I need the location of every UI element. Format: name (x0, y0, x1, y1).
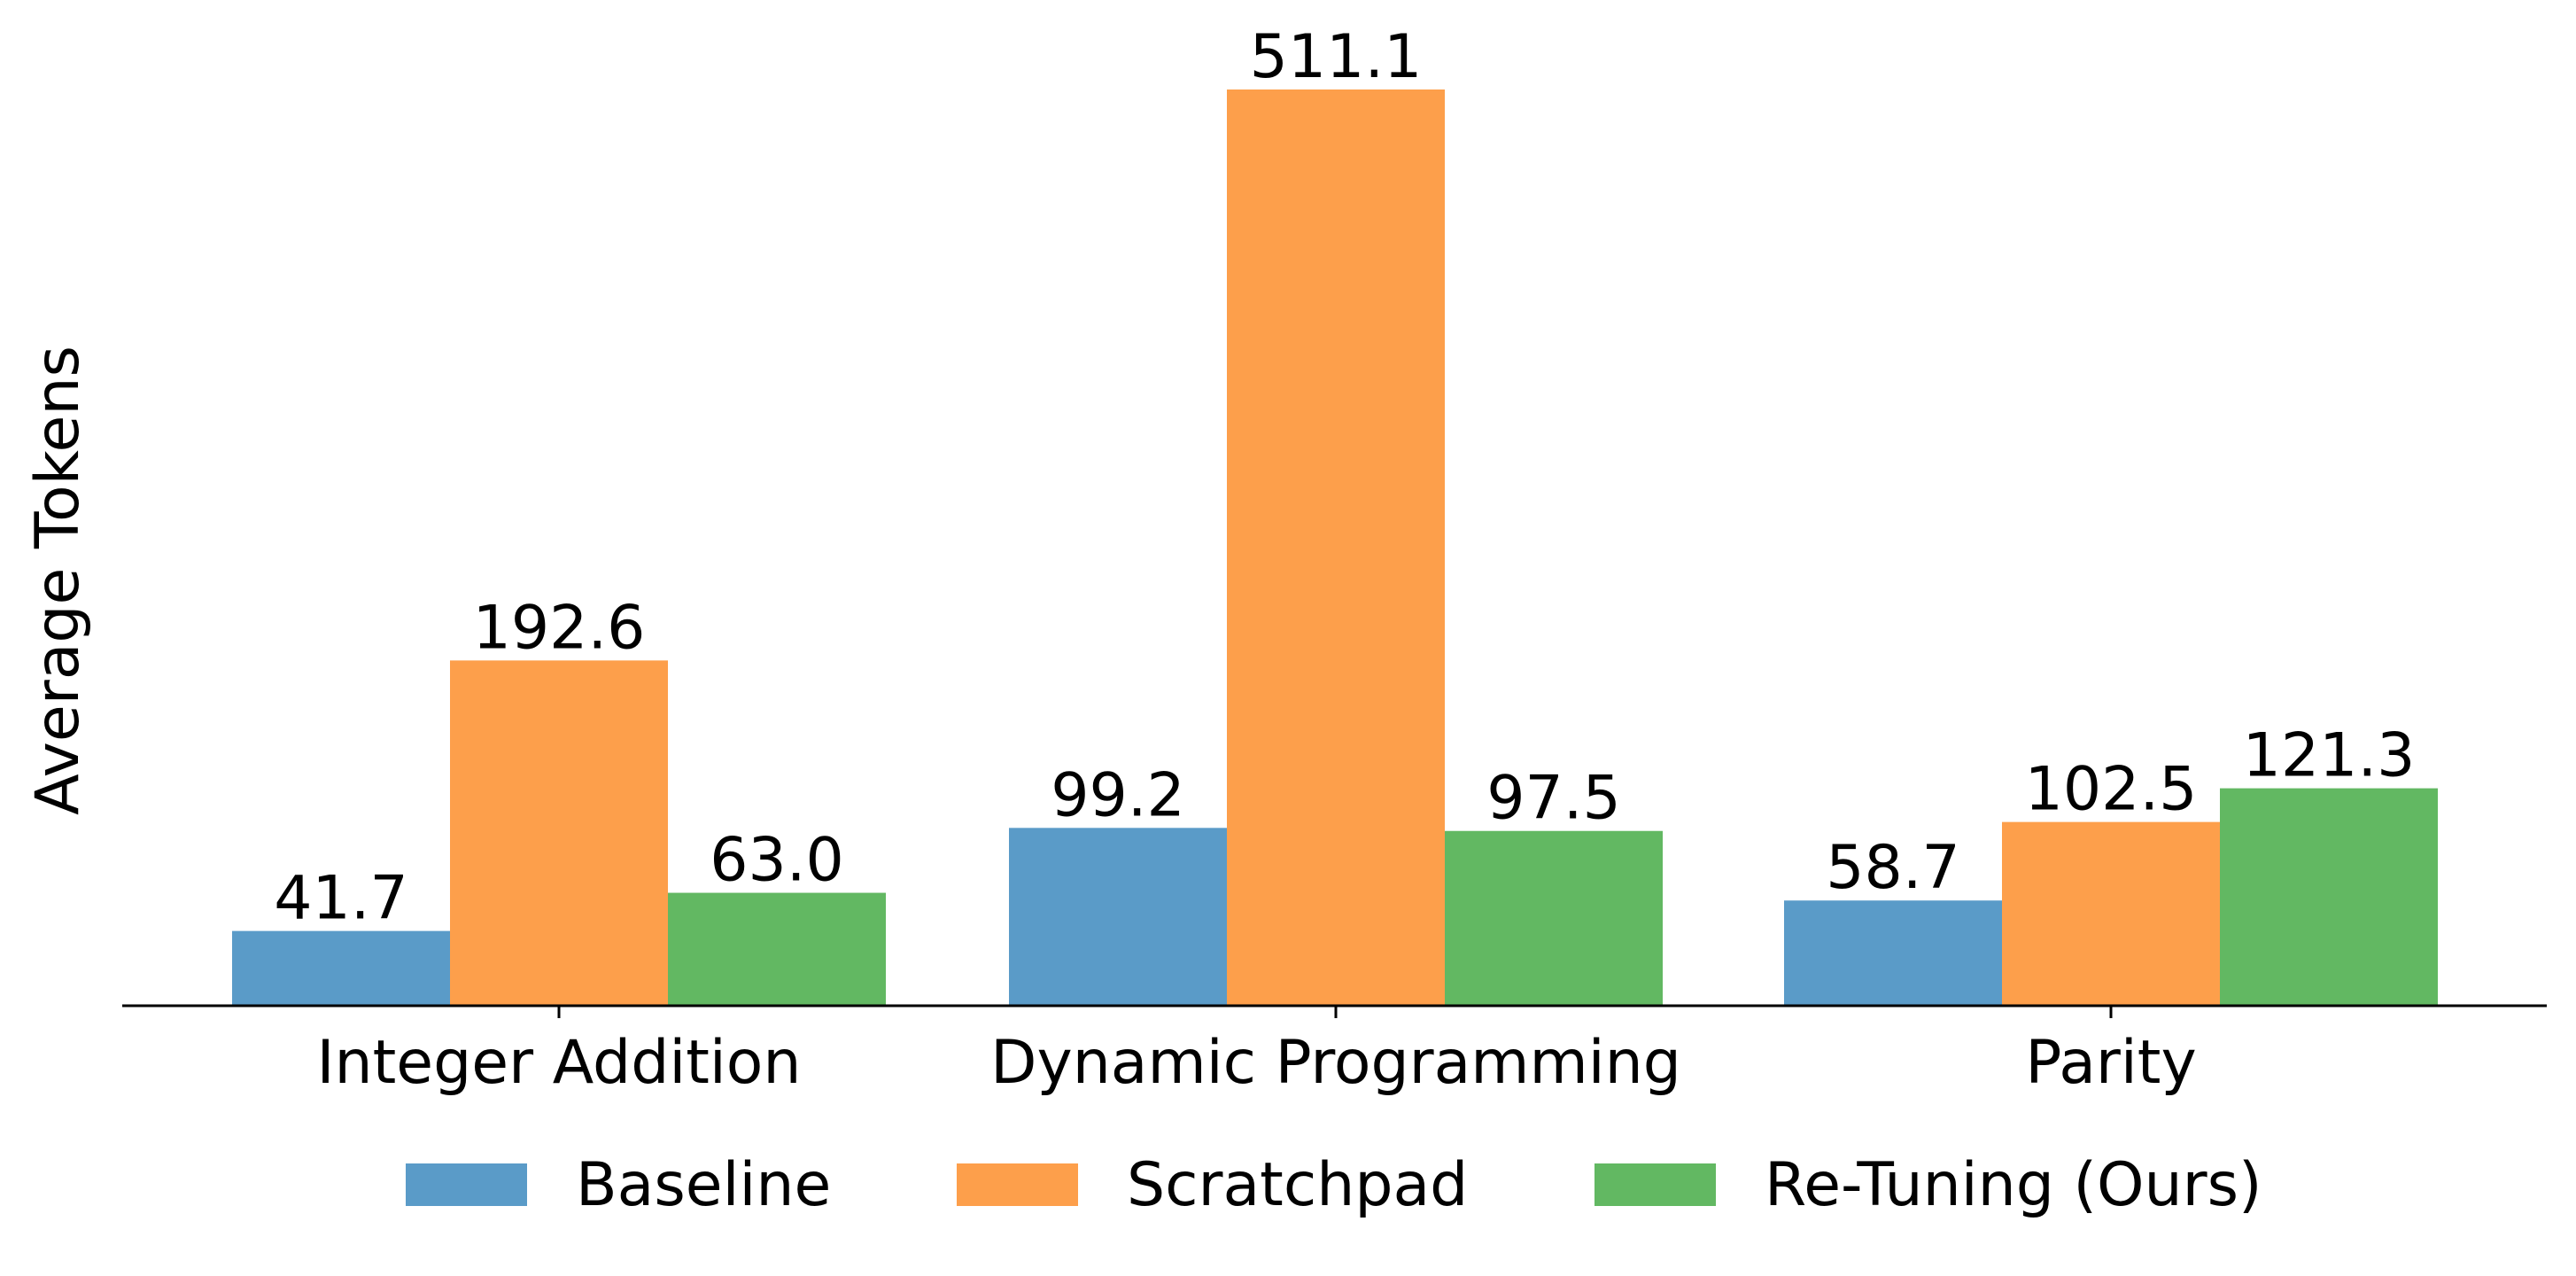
bar-scratchpad-integer-addition (450, 660, 668, 1006)
legend-item: Baseline (406, 1150, 831, 1220)
legend-label: Scratchpad (1127, 1150, 1468, 1220)
x-tick-label: Parity (2025, 1028, 2196, 1098)
legend: Baseline Scratchpad Re-Tuning (Ours) (406, 1150, 2262, 1220)
legend-label: Re-Tuning (Ours) (1765, 1150, 2262, 1220)
data-label-baseline-dynamic-programming: 99.2 (1051, 760, 1184, 830)
x-tick-label: Integer Addition (316, 1028, 801, 1098)
bar-re-tuning-ours-dynamic-programming (1445, 830, 1663, 1006)
legend-item: Scratchpad (957, 1150, 1468, 1220)
legend-swatch (957, 1163, 1078, 1206)
y-axis-label: Average Tokens (23, 346, 93, 815)
bar-baseline-parity (1784, 900, 2002, 1006)
legend-item: Re-Tuning (Ours) (1594, 1150, 2262, 1220)
bar-scratchpad-dynamic-programming (1227, 89, 1445, 1006)
bar-scratchpad-parity (2002, 821, 2220, 1006)
data-label-scratchpad-dynamic-programming: 511.1 (1250, 22, 1423, 92)
plot-area: Average Tokens 41.7 192.6 63.0 99.2 511.1 97.… (23, 22, 2547, 1098)
bars (232, 89, 2438, 1006)
bar-baseline-dynamic-programming (1009, 828, 1227, 1006)
data-label-baseline-parity: 58.7 (1826, 833, 1959, 903)
data-labels: 41.7 192.6 63.0 99.2 511.1 97.5 58.7 102.5 121.3 (274, 22, 2415, 934)
bar-re-tuning-ours-integer-addition (668, 892, 886, 1006)
legend-label: Baseline (576, 1150, 831, 1220)
data-label-re-tuning-ours-parity: 121.3 (2243, 721, 2416, 791)
data-label-baseline-integer-addition: 41.7 (274, 864, 407, 934)
data-label-re-tuning-ours-integer-addition: 63.0 (710, 826, 843, 896)
bar-re-tuning-ours-parity (2220, 788, 2438, 1006)
x-tick-label: Dynamic Programming (990, 1028, 1681, 1098)
legend-swatch (1594, 1163, 1716, 1206)
data-label-re-tuning-ours-dynamic-programming: 97.5 (1486, 764, 1620, 834)
bar-baseline-integer-addition (232, 930, 450, 1006)
legend-swatch (406, 1163, 527, 1206)
data-label-scratchpad-integer-addition: 192.6 (473, 593, 646, 663)
data-label-scratchpad-parity: 102.5 (2025, 755, 2198, 825)
x-axis-ticks: Integer Addition Dynamic Programming Parit… (316, 1006, 2197, 1098)
